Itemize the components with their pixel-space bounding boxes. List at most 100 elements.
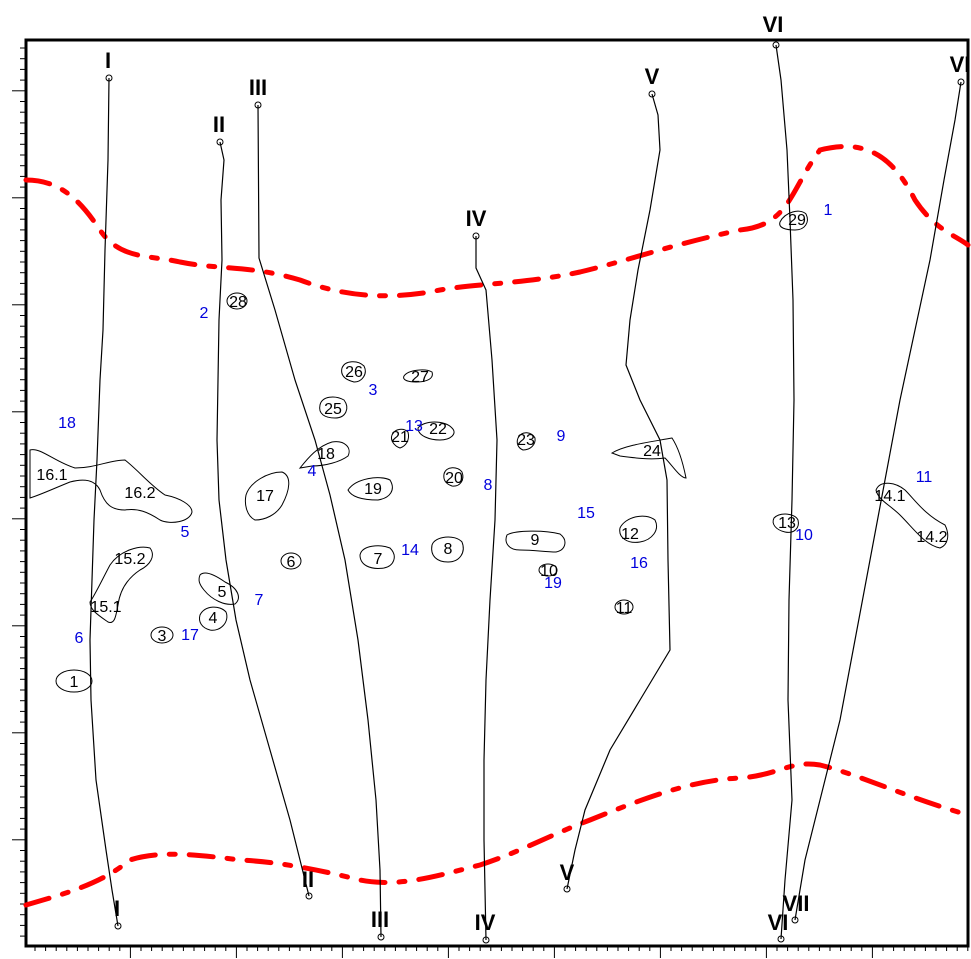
body-outline (443, 467, 464, 487)
profile-label-6b-top: VI (950, 52, 971, 77)
body-outline (150, 626, 174, 644)
body-label: 25 (324, 401, 342, 418)
profile-label-6-bottom: VI (768, 910, 789, 935)
profile-line-2 (216, 141, 310, 897)
body-label: 3 (158, 628, 167, 645)
profile-label-1-top: I (105, 48, 111, 73)
body-label: 29 (788, 212, 806, 229)
body-label: 24 (643, 443, 661, 460)
endpoint-marker (482, 936, 490, 944)
body-outline (403, 369, 433, 383)
profile-labels: I II III IV V VI VI I II III IV V VI VII (105, 12, 970, 935)
zone-label: 9 (557, 428, 566, 445)
body-label: 26 (345, 364, 363, 381)
body-outline (280, 552, 302, 570)
frame-border (24, 38, 970, 948)
body-label: 14.2 (916, 529, 947, 546)
zone-label: 3 (369, 382, 378, 399)
endpoint-marker (472, 232, 480, 240)
endpoint-marker (777, 935, 785, 943)
body-label: 9 (531, 532, 540, 549)
body-outline (772, 513, 799, 533)
body-outline (347, 477, 393, 501)
body-outline (431, 536, 464, 563)
body-label: 6 (287, 554, 296, 571)
endpoint-marker (772, 41, 780, 49)
endpoint-marker (791, 916, 799, 924)
zone-label: 15 (577, 505, 595, 522)
zone-label: 2 (200, 305, 209, 322)
profile-line-5 (566, 93, 671, 890)
body-outline (319, 396, 348, 419)
body-outline (244, 471, 290, 521)
body-label: 4 (209, 610, 218, 627)
body-label: 8 (444, 541, 453, 558)
endpoint-marker (305, 892, 313, 900)
profile-line-6 (775, 44, 795, 940)
body-label: 15.2 (114, 551, 145, 568)
profile-label-3-bottom: III (371, 907, 389, 932)
body-label: 16.1 (36, 467, 67, 484)
body-label: 10 (540, 563, 558, 580)
body-outline (619, 515, 657, 543)
zone-label: 4 (308, 463, 317, 480)
zone-label: 16 (630, 555, 648, 572)
profile-label-2-bottom: II (302, 867, 314, 892)
body-outline (298, 441, 350, 469)
profile-label-6-top: VI (763, 12, 784, 37)
profile-label-2-top: II (213, 112, 225, 137)
body-outline (29, 449, 193, 523)
boundaries (23, 144, 971, 908)
zone-label: 5 (181, 524, 190, 541)
body-label: 27 (411, 369, 429, 386)
body-label: 19 (364, 481, 382, 498)
profile-label-4-bottom: IV (475, 910, 496, 935)
body-label: 7 (374, 551, 383, 568)
body-outline (226, 292, 248, 310)
endpoint-marker (563, 885, 571, 893)
body-label: 18 (317, 446, 335, 463)
zone-label: 17 (181, 627, 199, 644)
endpoint-marker (105, 74, 113, 82)
body-outline (198, 572, 239, 605)
body-outline (55, 669, 93, 693)
zone-label: 14 (401, 542, 419, 559)
body-label: 14.1 (874, 488, 905, 505)
boundary-upper (23, 144, 971, 299)
zone-label: 7 (255, 592, 264, 609)
body-outline (341, 361, 366, 383)
body-label: 16.2 (124, 485, 155, 502)
body-label: 5 (218, 584, 227, 601)
body-outline (875, 482, 949, 549)
body-label: 11 (616, 600, 633, 617)
body-label: 15.1 (90, 599, 121, 616)
profile-label-3-top: III (249, 75, 267, 100)
body-outline (610, 437, 687, 479)
profile-label-5-top: V (645, 64, 660, 89)
profile-label-6b-bottom: VII (783, 891, 810, 916)
body-label: 23 (517, 432, 535, 449)
zone-label: 6 (75, 630, 84, 647)
profile-label-1-bottom: I (114, 896, 120, 921)
profile-endpoints (105, 41, 965, 944)
body-label: 28 (229, 294, 247, 311)
profile-line-3 (257, 104, 382, 938)
endpoint-marker (377, 933, 385, 941)
body-outline (199, 606, 228, 631)
profile-label-5-bottom: V (560, 860, 575, 885)
boundary-lower (23, 761, 971, 908)
zone-label: 19 (544, 575, 562, 592)
zone-labels: 1 2 3 4 5 6 7 8 9 10 11 13 14 15 16 17 1… (58, 202, 932, 647)
body-outline (538, 563, 558, 577)
profile-line-4 (475, 236, 498, 941)
body-outline (417, 421, 455, 441)
zone-label: 18 (58, 415, 76, 432)
endpoint-marker (114, 922, 122, 930)
body-outline (391, 428, 409, 449)
body-outline (614, 599, 634, 615)
zone-label: 8 (484, 477, 493, 494)
zone-label: 13 (405, 418, 423, 435)
zone-label: 1 (824, 202, 833, 219)
body-label: 20 (445, 470, 463, 487)
body-label: 21 (391, 429, 409, 446)
